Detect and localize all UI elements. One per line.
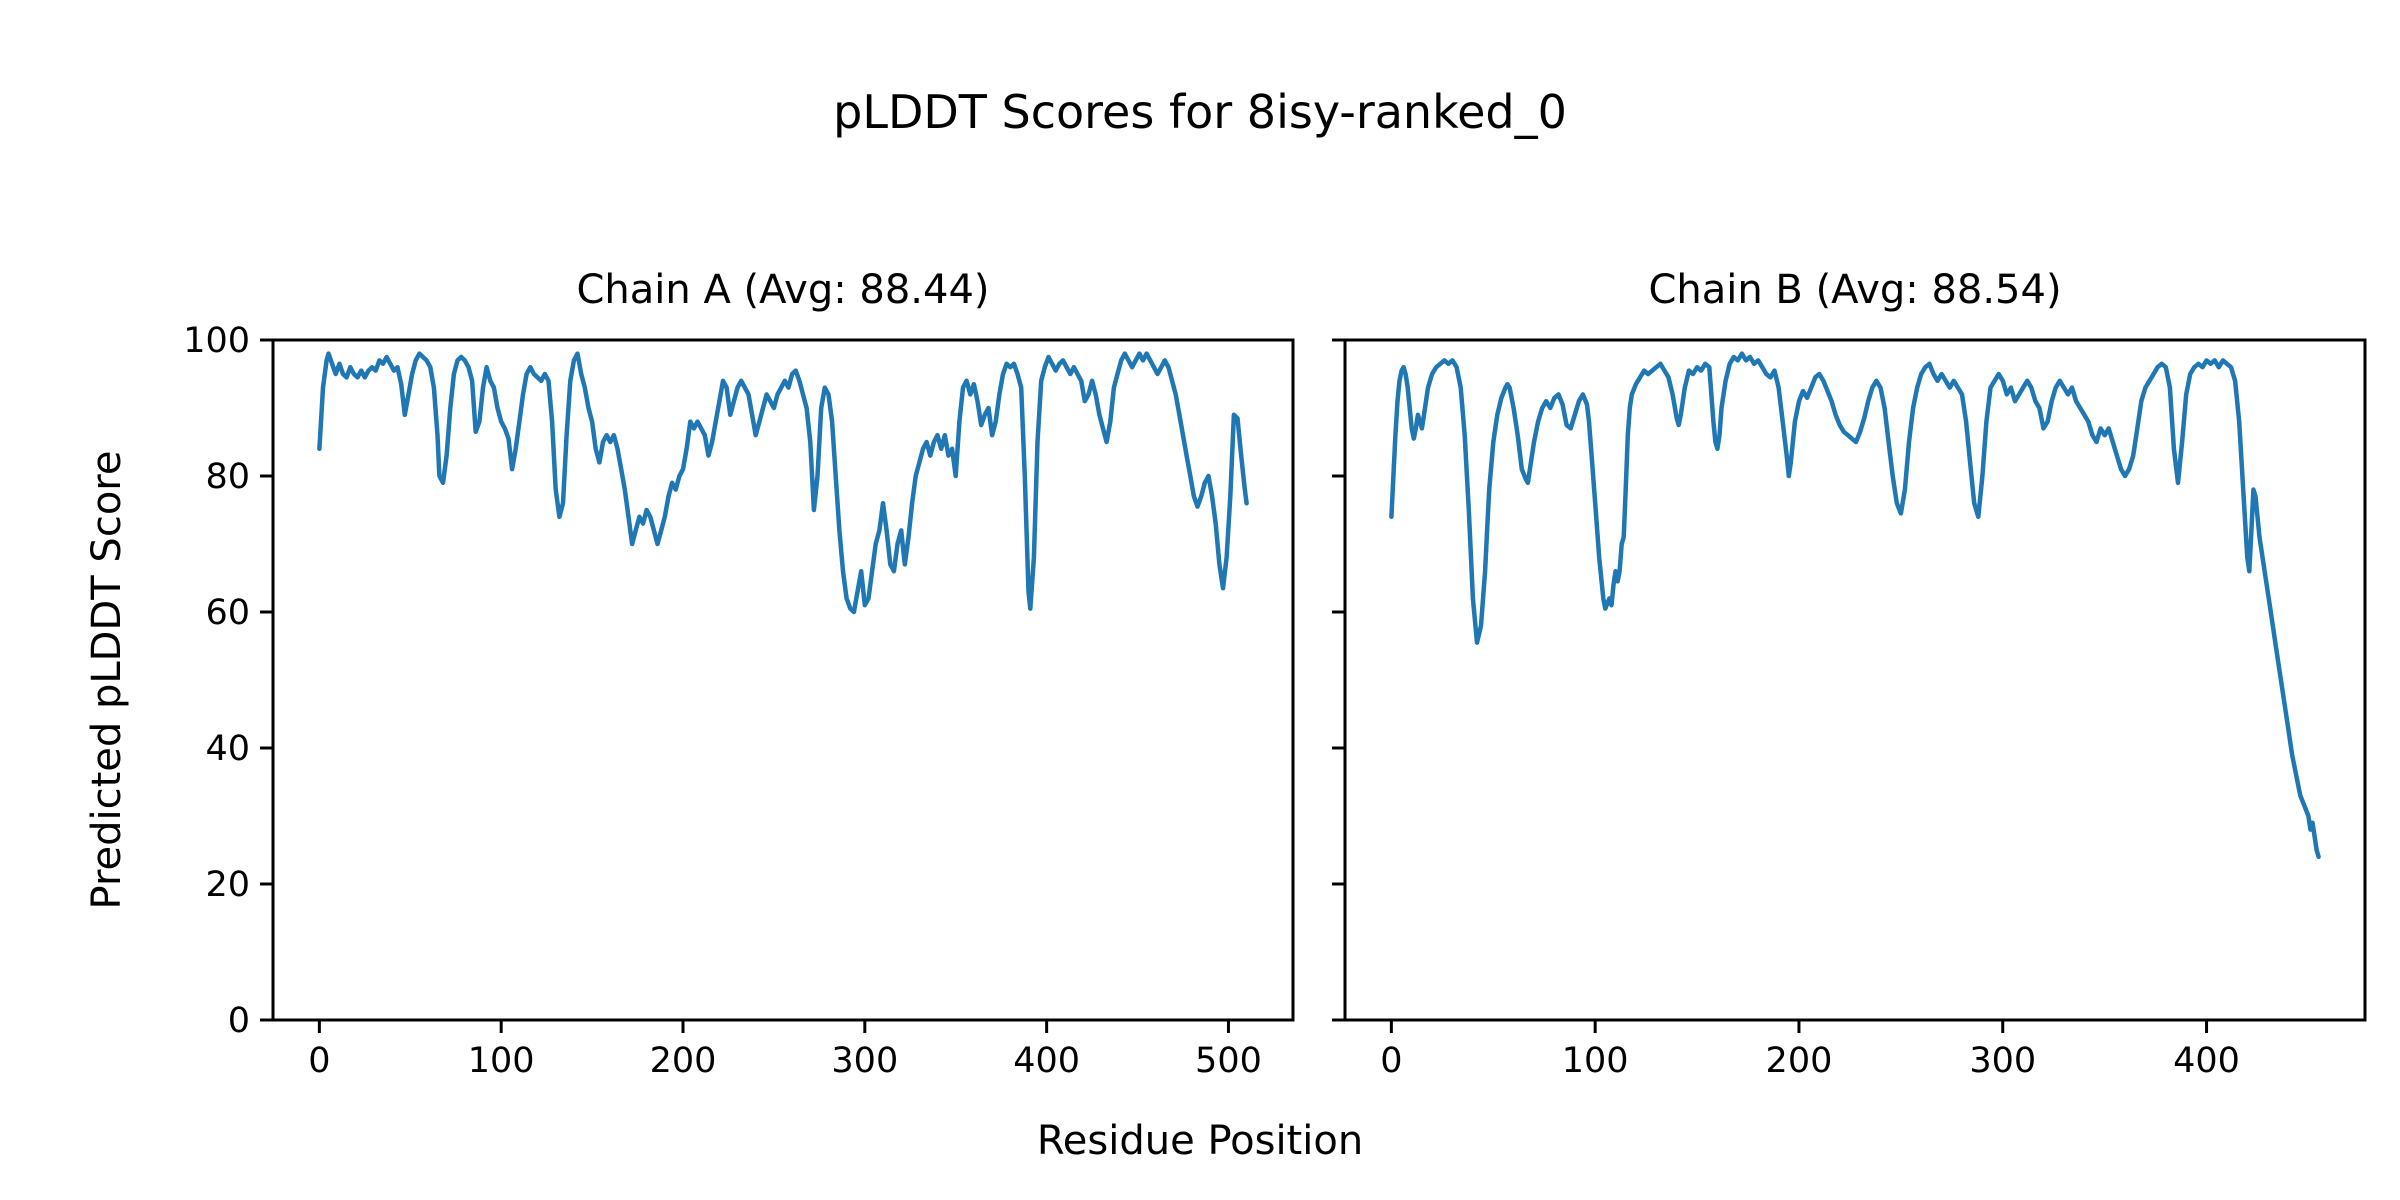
x-tick-label-b: 400 — [2173, 1041, 2240, 1081]
plddt-line-chain-a — [317, 351, 1249, 615]
x-tick-label-b: 0 — [1380, 1041, 1402, 1081]
subplot-title-chain-a: Chain A (Avg: 88.44) — [576, 267, 990, 313]
subplot-title-chain-b: Chain B (Avg: 88.54) — [1648, 267, 2062, 313]
x-tick-label-a: 400 — [1013, 1041, 1080, 1081]
x-tick-label-a: 100 — [468, 1041, 535, 1081]
x-tick-label-a: 200 — [650, 1041, 717, 1081]
y-tick-label-a: 100 — [183, 321, 250, 361]
x-tick-label-a: 300 — [831, 1041, 898, 1081]
axes-frame-b — [1343, 338, 2367, 1022]
y-tick-label-a: 40 — [205, 729, 250, 769]
x-tick-label-b: 200 — [1766, 1041, 1833, 1081]
y-tick-label-a: 0 — [228, 1001, 250, 1041]
x-tick-label-a: 500 — [1195, 1041, 1262, 1081]
x-tick-label-b: 300 — [1969, 1041, 2036, 1081]
plddt-line-chain-b — [1389, 351, 2321, 860]
x-tick-label-b: 100 — [1562, 1041, 1629, 1081]
y-tick-label-a: 60 — [205, 593, 250, 633]
x-tick-label-a: 0 — [308, 1041, 330, 1081]
y-tick-label-a: 80 — [205, 457, 250, 497]
axes-frame-a — [271, 338, 1295, 1022]
figure-title: pLDDT Scores for 8isy-ranked_0 — [833, 85, 1567, 139]
y-tick-label-a: 20 — [205, 865, 250, 905]
x-axis-label: Residue Position — [1036, 1118, 1364, 1164]
